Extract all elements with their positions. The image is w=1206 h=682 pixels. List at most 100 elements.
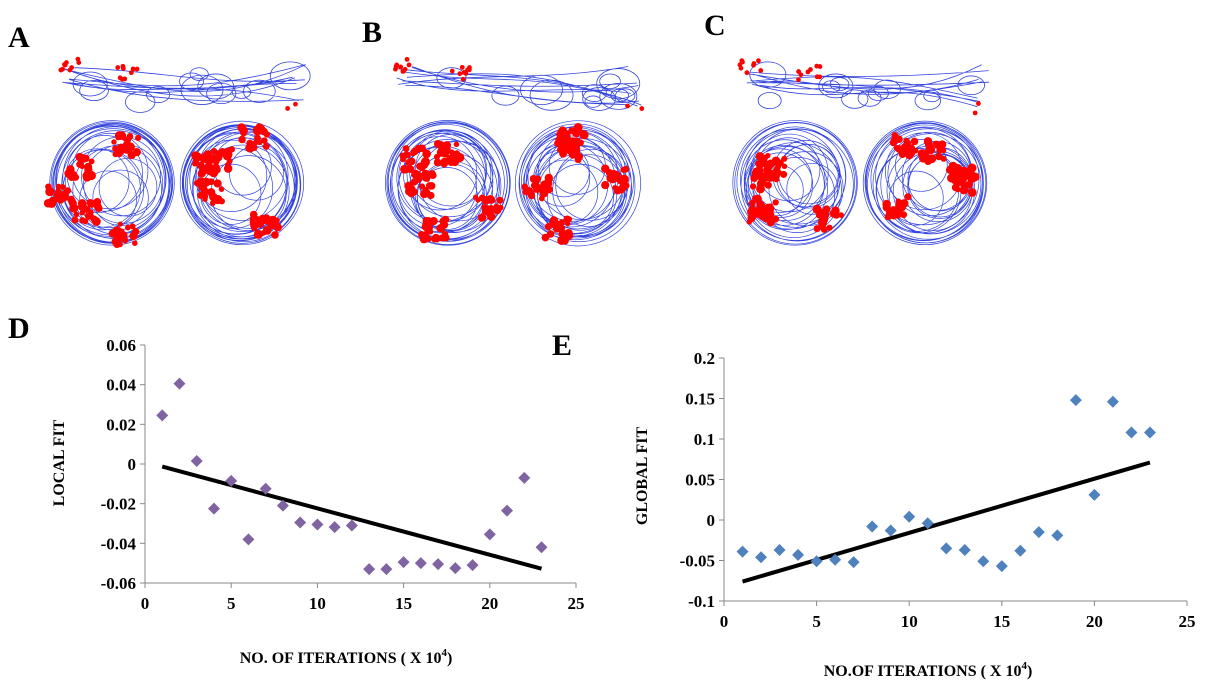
spike-dot xyxy=(605,169,614,177)
spike-dot xyxy=(947,173,957,183)
spike-dot xyxy=(293,101,298,107)
spike-dot xyxy=(756,58,761,64)
chart-d-point xyxy=(190,455,203,468)
panel-label-e: E xyxy=(552,329,572,362)
chart-e-xtick-label: 20 xyxy=(1086,612,1103,631)
spike-dot xyxy=(573,123,583,132)
spike-dot xyxy=(487,212,496,221)
spike-dot xyxy=(424,176,430,182)
spike-dot xyxy=(96,205,103,212)
spike-dot xyxy=(898,150,907,159)
spike-dot xyxy=(601,180,610,190)
chart-d-ytick-label: 0 xyxy=(128,455,137,474)
spike-dot xyxy=(64,187,72,195)
spike-dot xyxy=(67,173,76,182)
chart-e-point xyxy=(995,560,1008,573)
chart-d-point xyxy=(380,563,393,576)
spike-dot xyxy=(260,229,267,236)
chart-e-point xyxy=(1106,395,1119,408)
chart-d-point xyxy=(173,377,186,390)
chart-d-point xyxy=(432,558,445,571)
trajectory-path xyxy=(746,61,990,111)
spike-dot xyxy=(754,170,764,180)
spike-dot xyxy=(193,179,201,187)
spike-dot xyxy=(429,216,438,226)
spike-dot xyxy=(71,216,79,224)
spike-dot xyxy=(79,217,86,224)
spike-dot xyxy=(113,226,121,234)
spike-dot xyxy=(764,181,772,189)
spike-dot xyxy=(135,134,142,142)
spike-dot xyxy=(398,64,404,70)
chart-e-point xyxy=(755,551,768,564)
spike-dot xyxy=(250,221,259,230)
spike-dot xyxy=(822,211,830,219)
spike-dot xyxy=(252,140,259,146)
panel-label-a: A xyxy=(8,21,30,54)
chart-d-axes: 0.06 0.04 0.02 0 -0.02 -0.04 -0.06 0 5 10 15 20 25 xyxy=(101,336,585,613)
spike-dot xyxy=(489,197,496,204)
spike-dot xyxy=(612,184,618,191)
spike-dot xyxy=(261,137,268,144)
spike-dot xyxy=(400,156,406,163)
spike-dot xyxy=(559,219,565,226)
spike-dot xyxy=(422,149,431,159)
spike-dot xyxy=(60,66,65,72)
spike-dot xyxy=(64,60,69,65)
chart-e-ytick-label: 0.05 xyxy=(685,471,715,490)
chart-e-xtick-label: 15 xyxy=(993,612,1010,631)
spike-dot xyxy=(817,64,823,69)
chart-d-point xyxy=(156,409,169,422)
spike-dot xyxy=(796,77,801,83)
spike-dot xyxy=(201,193,209,200)
spike-dot xyxy=(111,139,117,145)
spike-dot xyxy=(492,205,502,215)
spike-dot xyxy=(273,222,282,232)
chart-e-ytick-label: -0.1 xyxy=(688,592,715,611)
spike-dot xyxy=(86,198,94,207)
chart-e-point xyxy=(810,555,823,568)
spike-dot xyxy=(441,233,450,242)
spike-dot xyxy=(754,207,762,214)
spike-dot xyxy=(130,66,136,72)
chart-e-xtick-label: 25 xyxy=(1179,612,1196,631)
spike-dot xyxy=(753,194,762,203)
chart-d-point xyxy=(535,541,548,554)
spike-dot xyxy=(948,161,958,171)
spike-dot xyxy=(818,217,824,223)
spike-dot xyxy=(237,123,246,132)
spike-dot xyxy=(447,158,455,166)
spike-dot xyxy=(93,197,102,206)
spike-dot xyxy=(815,212,823,219)
chart-d-point xyxy=(483,528,496,541)
chart-e-xlabel: NO.OF ITERATIONS ( X 104) xyxy=(824,660,1033,680)
spike-dot xyxy=(459,64,465,70)
chart-d-xlabel-sup: 4 xyxy=(441,647,447,659)
spike-dot xyxy=(781,155,788,162)
spike-dot xyxy=(739,58,745,64)
chart-d-point xyxy=(449,562,462,575)
spike-dot xyxy=(418,144,426,153)
spike-dot xyxy=(45,183,52,191)
spike-dot xyxy=(618,183,627,192)
spike-dot xyxy=(422,158,430,166)
spike-dot xyxy=(924,157,932,166)
spike-dot xyxy=(481,195,491,205)
spike-dot xyxy=(408,157,416,166)
chart-e-ytick-label: 0.15 xyxy=(685,390,715,409)
spike-dot xyxy=(46,198,56,208)
spike-dot xyxy=(134,66,140,72)
spike-dot xyxy=(749,183,757,190)
spike-dot xyxy=(213,179,222,188)
spike-dot xyxy=(76,160,84,168)
spike-dot xyxy=(202,181,208,187)
spike-dot xyxy=(559,139,569,149)
chart-e-ytick-label: -0.05 xyxy=(680,552,715,571)
trajectory-path xyxy=(395,66,642,111)
trajectory-map-a xyxy=(43,56,311,249)
spike-dot xyxy=(120,66,126,71)
spike-dot xyxy=(422,216,432,226)
spike-dot xyxy=(115,65,121,70)
spike-dot xyxy=(271,231,279,239)
spike-dot xyxy=(213,166,221,174)
